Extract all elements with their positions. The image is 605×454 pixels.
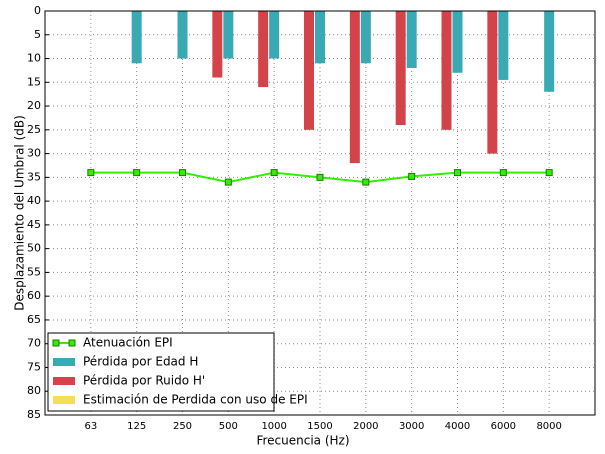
legend-label: Atenuación EPI (83, 336, 173, 350)
bar (131, 11, 142, 64)
bar (212, 11, 223, 78)
y-axis-label: Desplazamiento del Umbral (dB) (13, 115, 27, 311)
legend-label: Pérdida por Edad H (83, 355, 198, 369)
y-tick-label: 30 (27, 147, 41, 160)
x-tick-label: 63 (84, 421, 97, 432)
legend-swatch (53, 377, 75, 385)
marker (270, 169, 278, 177)
y-tick-label: 45 (27, 218, 41, 231)
y-tick-label: 55 (27, 265, 41, 278)
bar (487, 11, 498, 154)
bar (406, 11, 417, 69)
bar (360, 11, 371, 64)
y-tick-label: 10 (27, 52, 41, 65)
bar (349, 11, 360, 164)
legend-box (47, 332, 275, 412)
x-tick-label: 3000 (399, 421, 424, 432)
legend-marker (52, 339, 60, 347)
x-tick-label: 1500 (307, 421, 332, 432)
x-tick-label: 500 (219, 421, 238, 432)
x-tick-label: 8000 (536, 421, 561, 432)
y-tick-label: 20 (27, 99, 41, 112)
bar (258, 11, 269, 88)
legend-swatch (53, 358, 75, 366)
marker (316, 173, 324, 181)
x-tick-label: 4000 (445, 421, 470, 432)
bar (544, 11, 555, 92)
y-tick-label: 35 (27, 170, 41, 183)
y-tick-label: 50 (27, 242, 41, 255)
marker (454, 169, 461, 177)
marker (408, 172, 416, 180)
marker (133, 169, 141, 177)
x-tick-label: 125 (127, 421, 146, 432)
y-tick-label: 25 (27, 123, 41, 136)
x-tick-label: 2000 (353, 421, 378, 432)
x-tick-label: 6000 (491, 421, 516, 432)
bar (498, 11, 509, 80)
bar (304, 11, 314, 130)
legend-swatch (53, 396, 75, 404)
marker (179, 169, 186, 177)
plot-frame (44, 10, 596, 416)
y-tick-label: 0 (34, 4, 41, 17)
bar (395, 11, 406, 126)
y-tick-label: 70 (27, 337, 41, 350)
bar (441, 11, 452, 130)
marker (362, 178, 370, 186)
y-tick-label: 85 (27, 408, 41, 421)
bar (269, 11, 280, 59)
bar (177, 11, 188, 59)
marker (224, 178, 232, 186)
y-tick-label: 65 (27, 313, 41, 326)
y-tick-label: 40 (27, 194, 41, 207)
bar (223, 11, 234, 59)
y-tick-label: 80 (27, 384, 41, 397)
y-tick-label: 5 (34, 28, 41, 41)
bar (452, 11, 463, 73)
marker (87, 169, 95, 177)
y-tick-label: 15 (27, 75, 41, 88)
y-tick-label: 75 (27, 360, 41, 373)
x-tick-label: 250 (173, 421, 192, 432)
bar (315, 11, 325, 64)
legend-label: Estimación de Perdida con uso de EPI (83, 393, 308, 407)
x-tick-label: 1000 (261, 421, 286, 432)
marker (545, 169, 553, 177)
x-axis-label: Frecuencia (Hz) (256, 434, 349, 448)
y-tick-label: 60 (27, 289, 41, 302)
legend-label: Pérdida por Ruido H' (83, 374, 205, 388)
marker (499, 169, 507, 177)
legend-marker (68, 339, 76, 347)
